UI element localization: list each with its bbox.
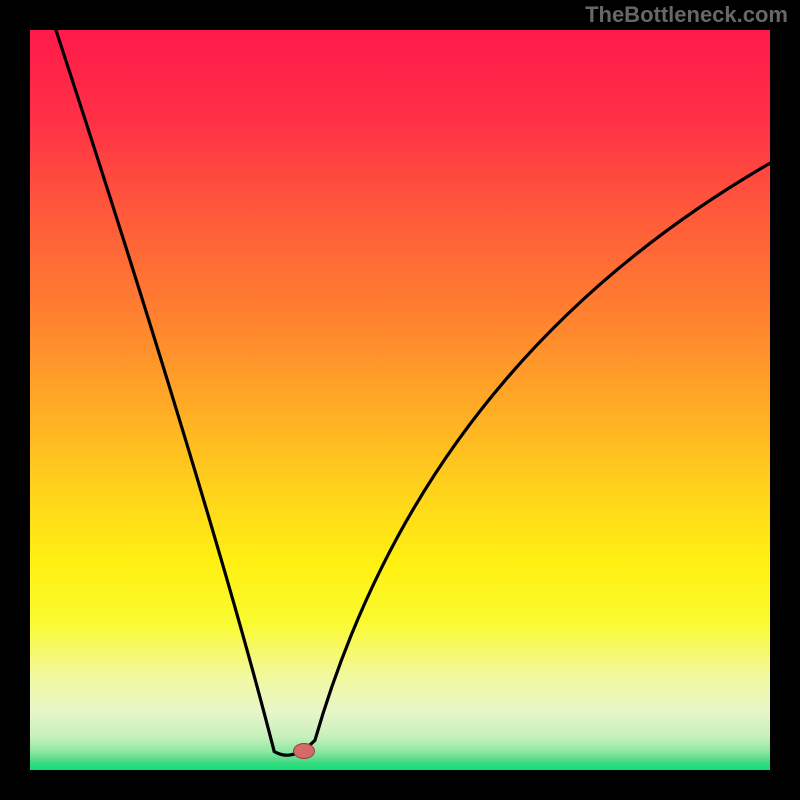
chart-canvas: TheBottleneck.com [0,0,800,800]
plot-area [30,30,770,770]
watermark-text: TheBottleneck.com [585,2,788,28]
curve-svg [30,30,770,770]
bottleneck-curve [56,30,770,755]
well-marker [293,743,315,759]
